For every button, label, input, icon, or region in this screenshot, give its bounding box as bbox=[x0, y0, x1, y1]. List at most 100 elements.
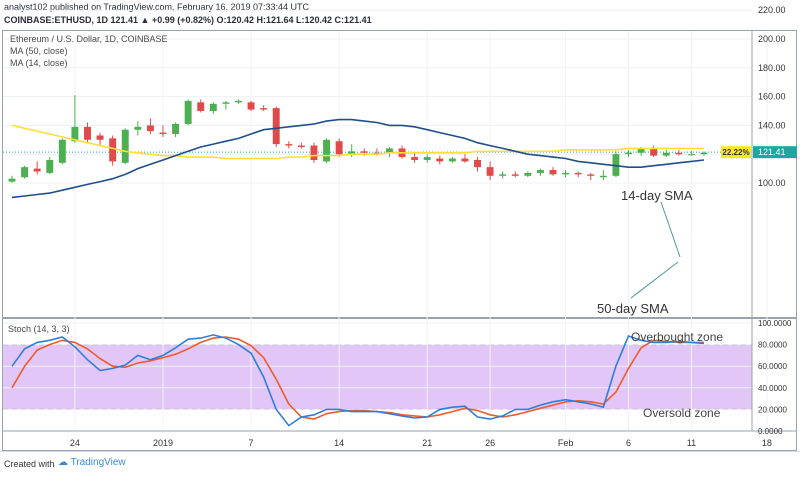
candle-body bbox=[474, 159, 481, 168]
candle-body bbox=[511, 174, 519, 176]
legend-stoch[interactable]: Stoch (14, 3, 3) bbox=[8, 324, 70, 334]
candle-body bbox=[247, 102, 255, 110]
candle-body bbox=[323, 139, 331, 162]
x-tick-label: 14 bbox=[334, 438, 344, 448]
candle-body bbox=[625, 152, 632, 155]
candle-body bbox=[423, 157, 431, 160]
sma14-pointer bbox=[660, 201, 681, 258]
price-tick-label: 200.00 bbox=[758, 34, 786, 44]
candle-body bbox=[8, 178, 16, 182]
candle-body bbox=[574, 172, 582, 175]
candle-body bbox=[109, 138, 117, 162]
ma50-line bbox=[11, 124, 704, 160]
tradingview-logo-icon: ☁ bbox=[58, 457, 68, 468]
candle-body bbox=[562, 172, 570, 175]
candle-body bbox=[209, 103, 217, 111]
chart-canvas[interactable]: 100.00120.00140.00160.00180.00200.00220.… bbox=[0, 0, 800, 451]
stoch-tick-label: 40.0000 bbox=[758, 384, 787, 393]
candle-body bbox=[536, 170, 544, 173]
last-price-badge bbox=[753, 146, 797, 159]
candle-body bbox=[197, 102, 205, 111]
candle-body bbox=[662, 152, 670, 156]
publish-line: analyst102 published on TradingView.com,… bbox=[4, 2, 310, 12]
candle-body bbox=[235, 100, 242, 103]
price-tick-label: 160.00 bbox=[758, 92, 786, 102]
annotation-sma14: 14-day SMA bbox=[621, 188, 693, 203]
price-tick-label: 140.00 bbox=[758, 120, 786, 130]
x-tick-label: 2019 bbox=[153, 438, 173, 448]
candle-body bbox=[360, 151, 368, 153]
candle-body bbox=[448, 158, 456, 162]
legend-ma50[interactable]: MA (50, close) bbox=[10, 46, 68, 56]
x-tick-label: 11 bbox=[687, 438, 696, 448]
annotation-sma50: 50-day SMA bbox=[597, 301, 669, 316]
footer: Created with ☁ TradingView bbox=[0, 451, 800, 478]
stoch-band bbox=[3, 344, 752, 410]
stoch-d-line bbox=[11, 336, 704, 420]
sma50-pointer bbox=[630, 261, 679, 299]
candle-body bbox=[524, 172, 532, 176]
stoch-tick-label: 60.0000 bbox=[758, 362, 787, 371]
change-pct-badge bbox=[721, 146, 751, 159]
candle-body bbox=[58, 139, 66, 163]
candle-body bbox=[486, 167, 494, 176]
chart-title: Ethereum / U.S. Dollar, 1D, COINBASE bbox=[10, 34, 168, 44]
candle-body bbox=[222, 102, 230, 104]
candle-body bbox=[461, 158, 469, 162]
candle-body bbox=[121, 129, 129, 163]
candle-body bbox=[297, 145, 305, 147]
candle-body bbox=[84, 126, 91, 140]
candle-body bbox=[549, 170, 557, 175]
candle-body bbox=[687, 154, 695, 156]
candle-body bbox=[587, 174, 595, 176]
stoch-tick-label: 0.0000 bbox=[758, 427, 783, 436]
stoch-pane[interactable] bbox=[2, 318, 797, 451]
candle-body bbox=[411, 157, 419, 160]
stoch-tick-label: 80.0000 bbox=[758, 341, 787, 350]
candle-body bbox=[385, 148, 393, 153]
candle-body bbox=[499, 174, 507, 176]
candle-body bbox=[285, 144, 293, 146]
candle-body bbox=[599, 175, 607, 178]
stoch-k-line bbox=[11, 334, 705, 427]
candle-body bbox=[260, 108, 268, 110]
tradingview-brand: TradingView bbox=[70, 457, 126, 468]
candle-body bbox=[96, 135, 104, 140]
price-tick-label: 180.00 bbox=[758, 63, 786, 73]
ohlc-line: COINBASE:ETHUSD, 1D 121.41 ▲ +0.99 (+0.8… bbox=[4, 15, 372, 25]
price-tick-label: 100.00 bbox=[758, 178, 786, 188]
candle-body bbox=[637, 148, 645, 153]
candle-body bbox=[184, 100, 192, 124]
annotation-overbought: Overbought zone bbox=[631, 330, 724, 344]
legend-ma14[interactable]: MA (14, close) bbox=[10, 58, 68, 68]
x-tick-label: 7 bbox=[249, 438, 254, 448]
candle-body bbox=[146, 125, 154, 132]
stoch-tick-label: 100.0000 bbox=[758, 319, 792, 328]
candle-body bbox=[71, 126, 79, 142]
price-pane[interactable] bbox=[2, 30, 797, 318]
x-tick-label: 26 bbox=[485, 438, 495, 448]
change-pct-label: 22.22% bbox=[722, 148, 749, 157]
candle-body bbox=[700, 152, 708, 155]
x-tick-label: 24 bbox=[70, 438, 80, 448]
candle-body bbox=[650, 148, 658, 156]
candle-body bbox=[21, 167, 29, 178]
x-tick-label: 18 bbox=[762, 438, 772, 448]
ma14-line bbox=[11, 118, 705, 199]
candle-body bbox=[436, 158, 444, 162]
tradingview-logo[interactable]: ☁ TradingView bbox=[58, 457, 126, 468]
created-with-label: Created with bbox=[4, 459, 55, 469]
candle-body bbox=[348, 151, 356, 155]
x-tick-label: 6 bbox=[626, 438, 631, 448]
stoch-tick-label: 20.0000 bbox=[758, 405, 787, 414]
candle-body bbox=[272, 108, 280, 145]
candle-body bbox=[46, 159, 54, 173]
candle-body bbox=[310, 145, 318, 160]
x-tick-label: Feb bbox=[558, 438, 574, 448]
candle-body bbox=[675, 152, 683, 155]
candle-body bbox=[172, 123, 180, 135]
last-price-label: 121.41 bbox=[758, 147, 786, 157]
annotation-oversold: Oversold zone bbox=[643, 406, 721, 420]
candle-body bbox=[159, 132, 167, 135]
x-tick-label: 21 bbox=[422, 438, 432, 448]
